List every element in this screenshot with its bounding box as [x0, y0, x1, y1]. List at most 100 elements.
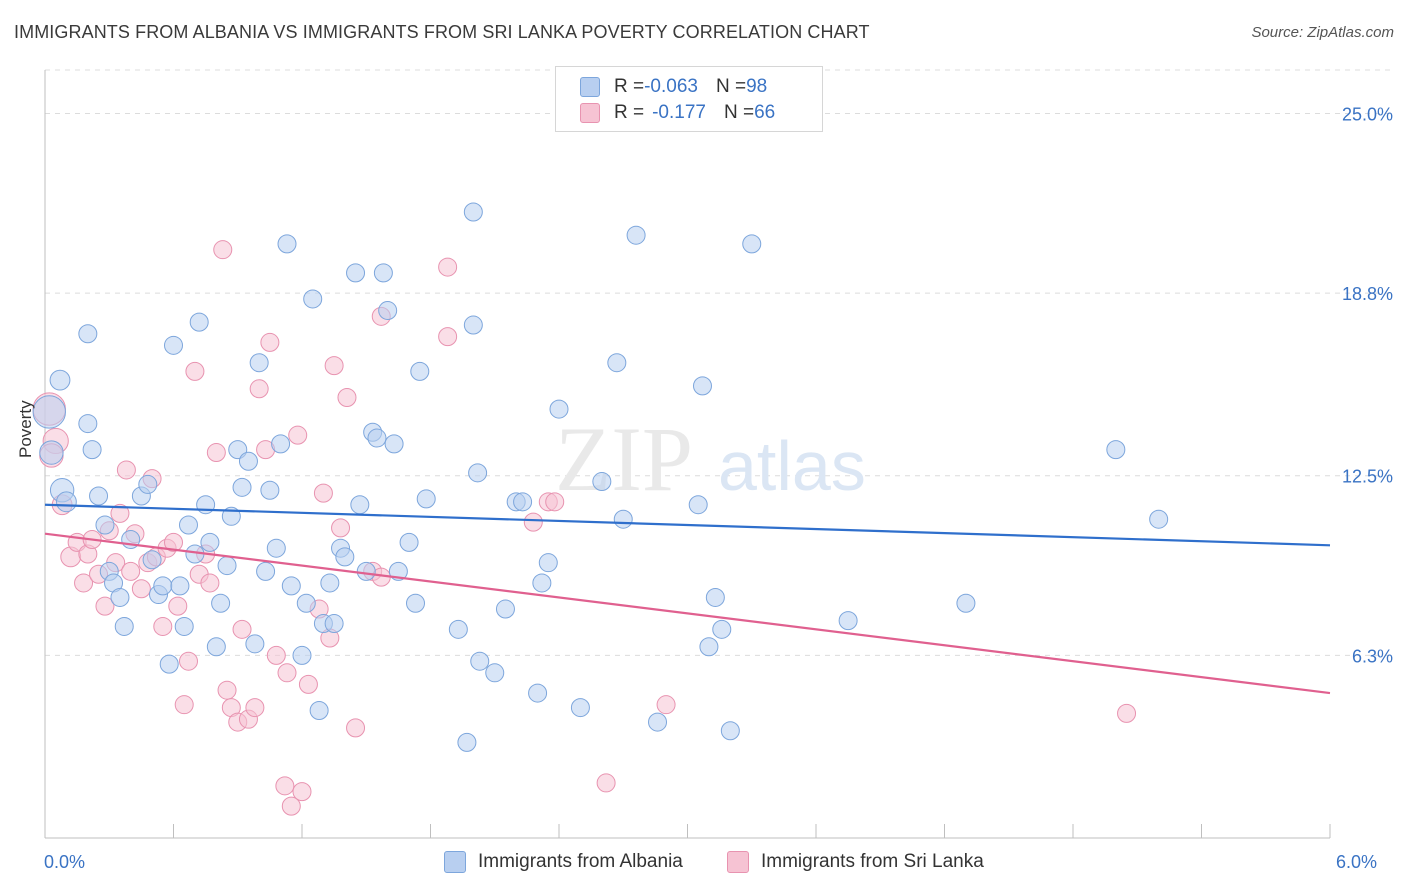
series-albania-points	[32, 202, 1169, 752]
albania-point	[249, 353, 269, 373]
albania-swatch	[580, 77, 600, 97]
albania-point	[292, 645, 312, 665]
albania-point	[78, 414, 98, 434]
albania-point	[367, 428, 387, 448]
albania-point	[232, 477, 252, 497]
albania-point	[470, 651, 490, 671]
albania-legend-label: Immigrants from Albania	[478, 851, 683, 872]
srilanka-point	[249, 379, 269, 399]
srilanka-point	[121, 561, 141, 581]
srilanka-point	[324, 356, 344, 376]
srilanka-point	[217, 680, 237, 700]
albania-point	[32, 395, 66, 429]
srilanka-point	[292, 782, 312, 802]
srilanka-trend-line	[44, 532, 1331, 695]
albania-legend-swatch	[444, 851, 466, 873]
y-tick-label: 18.8%	[1342, 284, 1393, 304]
albania-point	[346, 263, 366, 283]
albania-point	[142, 550, 162, 570]
albania-point	[688, 495, 708, 515]
albania-point	[277, 234, 297, 254]
albania-point	[626, 225, 646, 245]
albania-point	[178, 515, 198, 535]
albania-point	[320, 573, 340, 593]
srilanka-point	[288, 425, 308, 445]
albania-point	[406, 593, 426, 613]
legend-item-albania: Immigrants from Albania	[444, 851, 683, 873]
albania-point	[720, 721, 740, 741]
albania-point	[613, 509, 633, 529]
srilanka-point	[232, 619, 252, 639]
albania-point	[266, 538, 286, 558]
albania-r-label: R =	[614, 76, 645, 97]
albania-point	[1149, 509, 1169, 529]
albania-point	[324, 614, 344, 634]
legend-row-albania: R = -0.063 N = 98	[580, 74, 767, 100]
albania-point	[384, 434, 404, 454]
legend-row-srilanka: R = -0.177 N = 66	[580, 100, 775, 126]
srilanka-point	[185, 361, 205, 381]
albania-point	[468, 463, 488, 483]
albania-point	[699, 637, 719, 657]
srilanka-point	[523, 512, 543, 532]
srilanka-n-value: 66	[754, 102, 776, 123]
albania-point	[164, 335, 183, 355]
srilanka-point	[116, 460, 136, 480]
srilanka-legend-label: Immigrants from Sri Lanka	[761, 851, 984, 872]
srilanka-r-value: -0.177	[652, 102, 706, 123]
albania-point	[705, 587, 725, 607]
srilanka-point	[174, 695, 194, 715]
srilanka-point	[313, 483, 333, 503]
albania-point	[528, 683, 548, 703]
albania-point	[271, 434, 291, 454]
srilanka-point	[164, 532, 183, 552]
albania-point	[416, 489, 436, 509]
source-label: Source: ZipAtlas.com	[1251, 24, 1394, 41]
srilanka-point	[277, 663, 297, 683]
srilanka-point	[337, 387, 357, 407]
albania-point	[296, 593, 316, 613]
albania-point	[457, 732, 477, 752]
srilanka-swatch	[580, 103, 600, 123]
srilanka-point	[131, 579, 151, 599]
albania-point	[89, 486, 109, 506]
albania-point	[592, 472, 612, 492]
srilanka-point	[266, 645, 286, 665]
y-tick-label: 12.5%	[1342, 467, 1393, 487]
srilanka-point	[74, 573, 94, 593]
albania-point	[82, 440, 102, 460]
albania-point	[217, 556, 237, 576]
albania-point	[206, 637, 226, 657]
legend-item-srilanka: Immigrants from Sri Lanka	[727, 851, 984, 873]
albania-point	[538, 553, 558, 573]
albania-point	[956, 593, 976, 613]
srilanka-point	[178, 651, 198, 671]
albania-point	[838, 611, 858, 631]
srilanka-legend-swatch	[727, 851, 749, 873]
albania-point	[189, 312, 209, 332]
albania-point	[281, 576, 301, 596]
y-tick-labels: 6.3% 12.5% 18.8% 25.0%	[1342, 104, 1393, 666]
albania-point	[448, 619, 468, 639]
albania-point	[712, 619, 732, 639]
srilanka-point	[331, 518, 351, 538]
srilanka-point	[168, 596, 188, 616]
srilanka-point	[153, 616, 173, 636]
srilanka-point	[245, 698, 265, 718]
albania-point	[463, 315, 483, 335]
watermark-zip: ZIP	[555, 408, 693, 510]
y-tick-label: 25.0%	[1342, 104, 1393, 124]
x-min-label: 0.0%	[44, 852, 86, 872]
albania-point	[648, 712, 668, 732]
albania-point	[211, 593, 231, 613]
srilanka-point	[260, 332, 280, 352]
srilanka-point	[200, 573, 220, 593]
srilanka-point	[346, 718, 366, 738]
albania-point	[174, 616, 194, 636]
albania-point	[95, 515, 115, 535]
albania-point	[256, 561, 276, 581]
srilanka-point	[110, 503, 130, 523]
correlation-legend: R = -0.063 N = 98 R = -0.177 N = 66	[555, 66, 823, 132]
albania-point	[238, 451, 258, 471]
